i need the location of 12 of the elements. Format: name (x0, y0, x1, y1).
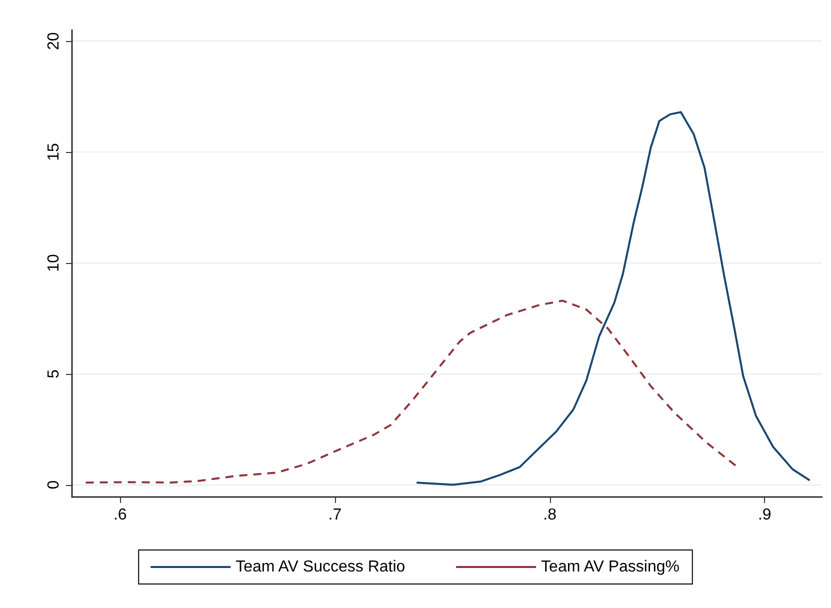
legend-label: Team AV Success Ratio (236, 558, 406, 576)
x-tick-label: .8 (543, 506, 557, 524)
legend-label: Team AV Passing% (541, 558, 680, 576)
line-series (416, 111, 811, 486)
y-tick-label: 0 (46, 480, 62, 490)
x-tick-label: .9 (758, 506, 772, 524)
x-tick-label: .7 (328, 506, 342, 524)
y-tick-label: 10 (46, 254, 62, 272)
y-tick-label: 20 (46, 32, 62, 50)
y-tick-label: 5 (46, 369, 62, 378)
y-tick-label: 15 (46, 143, 62, 161)
x-tick-label: .6 (113, 506, 127, 524)
